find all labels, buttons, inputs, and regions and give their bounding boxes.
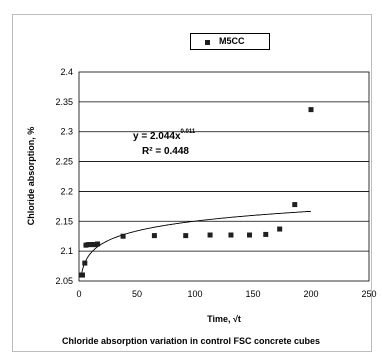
data-point [292, 202, 298, 208]
data-point [120, 233, 126, 239]
chart-frame [12, 14, 372, 352]
legend: M5CC [190, 33, 270, 50]
data-points [78, 107, 314, 278]
grid-layer [79, 101, 369, 252]
trendline-equation-exponent: 0.011 [180, 129, 196, 135]
data-point [95, 241, 101, 247]
y-tick-label: 2.3 [60, 127, 73, 137]
data-point [308, 107, 314, 113]
y-tick-label: 2.4 [60, 67, 73, 77]
y-tick-label: 2.05 [55, 276, 73, 286]
data-point [263, 231, 269, 237]
trendline-equation: y = 2.044x0.011 [133, 129, 195, 142]
tick-labels: 2.05 2.1 2.15 2.2 2.25 2.3 2.35 2.4 0 50 100 150 200… [55, 67, 376, 299]
data-point [151, 233, 157, 239]
x-axis-label: Time, √t [207, 314, 241, 324]
legend-marker-m5cc [205, 40, 210, 45]
y-axis-label: Chloride absorption, % [26, 127, 36, 226]
trendline-equation-base: y = 2.044x [133, 131, 181, 142]
data-point [79, 272, 85, 278]
x-tick-label: 200 [303, 289, 318, 299]
y-tick-label: 2.35 [55, 97, 73, 107]
y-tick-label: 2.25 [55, 157, 73, 167]
x-tick-label: 150 [245, 289, 260, 299]
data-point [228, 232, 234, 238]
data-point [207, 232, 213, 238]
x-tick-label: 250 [361, 289, 376, 299]
y-tick-label: 2.15 [55, 216, 73, 226]
plot-area-border [78, 71, 370, 282]
data-point [277, 226, 283, 232]
x-tick-label: 50 [132, 289, 142, 299]
legend-label-m5cc: M5CC [219, 36, 245, 46]
x-tick-label: 100 [187, 289, 202, 299]
x-tick-label: 0 [76, 289, 81, 299]
data-point [183, 233, 189, 239]
trendline [80, 210, 312, 276]
y-tick-label: 2.1 [60, 246, 73, 256]
y-tick-label: 2.2 [60, 186, 73, 196]
data-point [247, 232, 253, 238]
chart-caption: Chloride absorption variation in control… [61, 336, 321, 346]
data-point [82, 260, 88, 266]
trendline-r-squared: R² = 0.448 [142, 146, 189, 157]
